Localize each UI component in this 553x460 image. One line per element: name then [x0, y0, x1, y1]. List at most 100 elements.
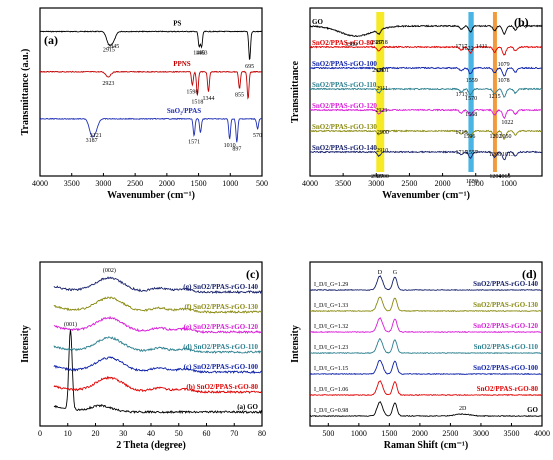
panel-a-peak-label: 2915	[103, 47, 115, 53]
panel-a-peak-label: 1453	[196, 51, 208, 57]
panel-a-peak-label: 1010	[224, 143, 236, 149]
panel-b-series-line-6	[309, 150, 543, 161]
panel-b-x-tick-label: 2500	[401, 179, 417, 188]
panel-b-y-axis-label: Transmittance	[290, 60, 301, 123]
panel-c-x-tick-label: 40	[147, 429, 155, 438]
panel-b-highlight-band-1	[468, 12, 474, 172]
panel-b-annotation: 1570	[465, 96, 477, 102]
panel-c-x-tick-label: 60	[203, 429, 211, 438]
panel-a-panel-label: (a)	[44, 33, 58, 47]
panel-d-panel-label: (d)	[522, 267, 537, 281]
panel-b-x-axis-label: Wavenumber (cm⁻¹)	[382, 190, 470, 201]
panel-c-series-name-1: (b) SnO2/PPAS-rGO-80	[186, 383, 258, 391]
panel-c-x-axis-label: 2 Theta (degree)	[116, 440, 186, 451]
panel-b-x-tick-label: 1000	[501, 179, 517, 188]
panel-a-peak-label: 2923	[102, 81, 114, 87]
panel-a-series-line-1	[39, 70, 263, 100]
panel-a-series-name-2: SnO₂/PPAS	[167, 107, 201, 115]
panel-b-annotation: 1065	[499, 174, 511, 180]
panel-c-series-name-2: (c) SnO2/PPAS-rGO-100	[184, 363, 259, 371]
panel-b-annotation: 2987	[371, 40, 383, 46]
panel-d-ratio-label-5: I_D/I_G=1.33	[314, 303, 348, 309]
panel-b-series-name-4: SnO2/PPAS-rGO-120	[312, 102, 377, 110]
panel-b-annotation: 2900	[377, 174, 389, 180]
panel-b-annotation: 2911	[376, 86, 388, 92]
panel-d-band-label: 2D	[459, 406, 467, 412]
panel-d-x-tick-label: 3000	[473, 429, 489, 438]
panel-b-annotation: 1202	[489, 134, 501, 140]
panel-a-peak-label: 1598	[186, 89, 198, 95]
panel-b-annotation: 1559	[466, 78, 478, 84]
panel-b-series-line-2	[309, 66, 543, 77]
panel-a-ftir-chart: 4000 3500 3000 2500 2000 1500 1000 500 Wavenumbe…	[20, 7, 268, 201]
panel-a-peak-label: 1571	[188, 140, 200, 146]
panel-c-series-line-6	[53, 276, 263, 295]
panel-b-annotation: 2923	[375, 108, 387, 114]
panel-d-band-label: G	[393, 270, 398, 276]
panel-d-ratio-label-6: I_D/I_G=1.29	[314, 282, 348, 288]
panel-c-series-line-5	[53, 296, 263, 314]
panel-c-series-name-6: (g) SnO2/PPAS-rGO-140	[183, 283, 258, 291]
panel-b-series-name-5: SnO2/PPAS-rGO-130	[312, 123, 377, 131]
panel-d-series-name-4: SnO2/PPAS-rGO-120	[473, 322, 538, 330]
panel-d-series-line-1	[309, 380, 543, 397]
panel-c-x-tick-label: 10	[64, 429, 72, 438]
panel-c-y-axis-label: Intensity	[20, 325, 31, 363]
panel-b-annotation: 2971	[372, 68, 384, 74]
panel-d-series-name-5: SnO2/PPAS-rGO-130	[473, 301, 538, 309]
panel-d-x-tick-label: 4000	[534, 429, 550, 438]
panel-c-peak-label: (002)	[103, 267, 116, 274]
panel-b-annotation: 2901	[377, 68, 389, 74]
panel-a-x-tick-label: 3500	[64, 179, 80, 188]
panel-d-band-label: D	[378, 270, 383, 276]
panel-b-x-tick-label: 4000	[302, 179, 318, 188]
panel-b-series-name-6: SnO2/PPAS-rGO-140	[312, 144, 377, 152]
panel-d-ratio-label-3: I_D/I_G=1.23	[314, 345, 348, 351]
panel-c-x-tick-label: 80	[258, 429, 266, 438]
panel-b-annotation: 1568	[465, 112, 477, 118]
panel-b-series-name-2: SnO2/PPAS-rGO-100	[312, 60, 377, 68]
panel-d-series-line-3	[310, 338, 543, 355]
panel-d-series-name-3: SnO2/PPAS-rGO-110	[474, 343, 539, 351]
panel-c-series-line-1	[53, 375, 263, 394]
panel-b-x-tick-label: 3500	[335, 179, 351, 188]
panel-a-x-tick-label: 1500	[191, 179, 207, 188]
panel-b-x-tick-label: 1500	[468, 179, 484, 188]
panel-b-series-line-5	[310, 129, 543, 140]
panel-d-series-line-6	[309, 274, 543, 292]
panel-a-series-name-1: PPNS	[173, 60, 191, 68]
panel-b-series-line-0	[309, 24, 543, 37]
panel-b-annotation: 2900	[377, 130, 389, 136]
panel-c-series-line-4	[53, 315, 263, 334]
panel-a-peak-label: 695	[245, 64, 254, 70]
panel-d-series-name-1: SnO2/PPAS-rGO-80	[477, 385, 539, 393]
panel-b-annotation: 3380	[345, 42, 357, 48]
panel-c-series-name-4: (e) SnO2/PPAS-rGO-120	[184, 323, 259, 331]
panel-c-x-tick-label: 70	[230, 429, 238, 438]
panel-c-series-name-3: (d) SnO2/PPAS-rGO-110	[183, 343, 258, 351]
panel-a-x-tick-label: 2500	[127, 179, 143, 188]
panel-b-annotation: 1557	[466, 150, 478, 156]
panel-b-annotation: 2918	[376, 40, 388, 46]
panel-b-plot-frame	[309, 7, 543, 177]
panel-d-x-tick-label: 2500	[442, 429, 458, 438]
panel-a-series-line-2	[40, 117, 263, 143]
panel-b-series-name-0: GO	[312, 18, 323, 26]
panel-b-annotation: 2910	[376, 148, 388, 154]
panel-a-x-tick-label: 4000	[32, 179, 48, 188]
panel-d-raman-chart: 500 1000 1500 2000 2500 3000 3500 4000 Raman Shi…	[290, 261, 550, 451]
panel-d-series-name-2: SnO2/PPAS-rGO-100	[473, 364, 538, 372]
panel-d-series-line-0	[309, 401, 543, 418]
panel-d-ratio-label-4: I_D/I_G=1.32	[314, 324, 348, 330]
panel-d-series-line-5	[310, 296, 543, 313]
panel-b-annotation: 1411	[476, 44, 488, 50]
panel-a-peak-label: 3121	[90, 133, 102, 139]
panel-a-plot-frame	[39, 7, 263, 177]
panel-a-x-tick-label: 2000	[159, 179, 175, 188]
panel-b-ftir-chart: 4000 3500 3000 2500 2000 1500 1000 Wavenumber (…	[290, 7, 543, 201]
panel-a-peak-label: 1344	[202, 96, 214, 102]
panel-d-series-line-2	[309, 359, 542, 376]
panel-b-annotation: 1717	[455, 44, 467, 50]
panel-b-annotation: 1716	[455, 130, 467, 136]
panel-d-x-tick-label: 1500	[381, 429, 397, 438]
